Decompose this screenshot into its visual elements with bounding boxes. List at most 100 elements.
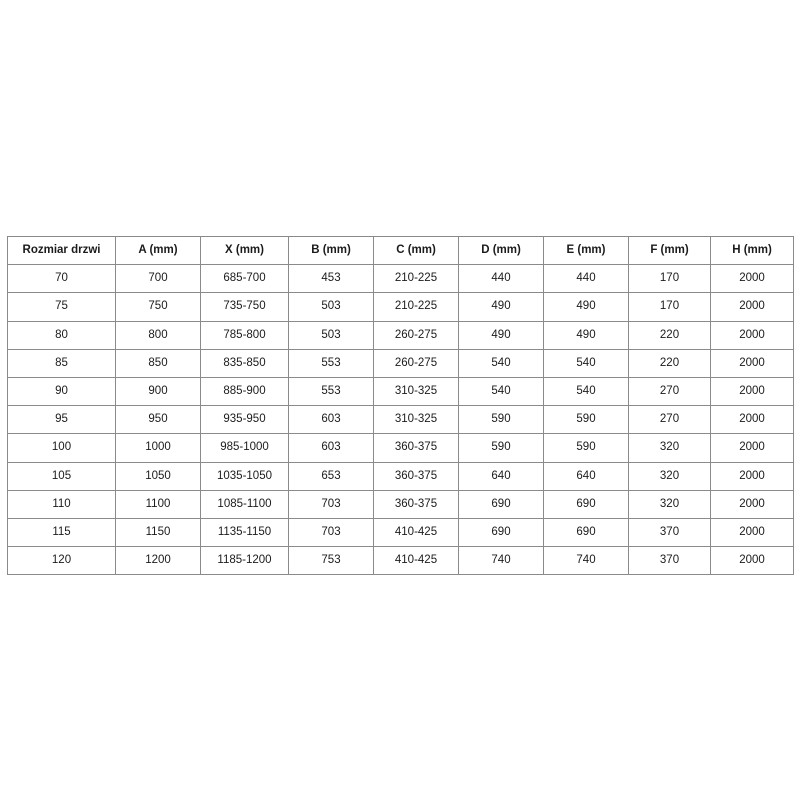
cell-a: 900 — [115, 377, 201, 407]
cell-b: 553 — [288, 348, 374, 379]
cell-a: 700 — [115, 264, 201, 294]
cell-e: 590 — [543, 405, 629, 435]
cell-h: 2000 — [710, 320, 794, 350]
cell-f: 320 — [628, 433, 711, 463]
cell-door-size: 110 — [7, 489, 116, 520]
cell-a: 800 — [115, 320, 201, 350]
table-row: 120 1200 1185-1200 753 410-425 740 740 3… — [7, 546, 794, 576]
cell-e: 490 — [543, 320, 629, 350]
cell-x: 685-700 — [200, 264, 289, 294]
cell-x: 835-850 — [200, 348, 289, 379]
cell-f: 270 — [628, 377, 711, 407]
cell-e: 490 — [543, 292, 629, 322]
column-header-c: C (mm) — [373, 235, 459, 266]
cell-x: 735-750 — [200, 292, 289, 322]
cell-d: 690 — [458, 518, 544, 548]
cell-b: 603 — [288, 433, 374, 463]
cell-h: 2000 — [710, 292, 794, 322]
cell-h: 2000 — [710, 433, 794, 463]
cell-h: 2000 — [710, 264, 794, 294]
cell-f: 170 — [628, 292, 711, 322]
cell-x: 885-900 — [200, 377, 289, 407]
cell-a: 1050 — [115, 461, 201, 491]
cell-door-size: 75 — [7, 292, 116, 322]
cell-e: 540 — [543, 348, 629, 379]
cell-h: 2000 — [710, 348, 794, 379]
cell-e: 540 — [543, 377, 629, 407]
cell-c: 260-275 — [373, 320, 459, 350]
cell-f: 370 — [628, 546, 711, 576]
cell-door-size: 90 — [7, 377, 116, 407]
cell-x: 785-800 — [200, 320, 289, 350]
cell-h: 2000 — [710, 377, 794, 407]
cell-f: 220 — [628, 320, 711, 350]
table-row: 100 1000 985-1000 603 360-375 590 590 32… — [7, 433, 794, 463]
cell-d: 490 — [458, 320, 544, 350]
table-row: 95 950 935-950 603 310-325 590 590 270 2… — [7, 405, 794, 435]
column-header-x: X (mm) — [200, 235, 289, 266]
cell-c: 260-275 — [373, 348, 459, 379]
table-header: Rozmiar drzwi A (mm) X (mm) B (mm) C (mm… — [7, 235, 794, 266]
cell-a: 850 — [115, 348, 201, 379]
cell-e: 690 — [543, 518, 629, 548]
cell-door-size: 115 — [7, 518, 116, 548]
door-size-specification-table: Rozmiar drzwi A (mm) X (mm) B (mm) C (mm… — [7, 235, 794, 576]
cell-c: 360-375 — [373, 489, 459, 520]
specification-table-container: Rozmiar drzwi A (mm) X (mm) B (mm) C (mm… — [7, 235, 794, 576]
cell-d: 590 — [458, 433, 544, 463]
cell-e: 440 — [543, 264, 629, 294]
cell-b: 553 — [288, 377, 374, 407]
cell-c: 410-425 — [373, 518, 459, 548]
cell-c: 210-225 — [373, 264, 459, 294]
cell-door-size: 95 — [7, 405, 116, 435]
cell-e: 640 — [543, 461, 629, 491]
cell-c: 410-425 — [373, 546, 459, 576]
cell-door-size: 70 — [7, 264, 116, 294]
cell-door-size: 105 — [7, 461, 116, 491]
column-header-d: D (mm) — [458, 235, 544, 266]
cell-x: 1085-1100 — [200, 489, 289, 520]
cell-h: 2000 — [710, 546, 794, 576]
cell-a: 1200 — [115, 546, 201, 576]
column-header-f: F (mm) — [628, 235, 711, 266]
cell-c: 310-325 — [373, 377, 459, 407]
cell-b: 503 — [288, 292, 374, 322]
cell-c: 360-375 — [373, 461, 459, 491]
cell-d: 690 — [458, 489, 544, 520]
cell-e: 590 — [543, 433, 629, 463]
table-row: 110 1100 1085-1100 703 360-375 690 690 3… — [7, 489, 794, 520]
cell-a: 1150 — [115, 518, 201, 548]
column-header-b: B (mm) — [288, 235, 374, 266]
cell-c: 210-225 — [373, 292, 459, 322]
table-row: 75 750 735-750 503 210-225 490 490 170 2… — [7, 292, 794, 322]
cell-door-size: 100 — [7, 433, 116, 463]
table-row: 115 1150 1135-1150 703 410-425 690 690 3… — [7, 518, 794, 548]
cell-door-size: 80 — [7, 320, 116, 350]
cell-h: 2000 — [710, 461, 794, 491]
cell-x: 985-1000 — [200, 433, 289, 463]
table-body: 70 700 685-700 453 210-225 440 440 170 2… — [7, 264, 794, 576]
cell-x: 1035-1050 — [200, 461, 289, 491]
cell-c: 360-375 — [373, 433, 459, 463]
cell-door-size: 120 — [7, 546, 116, 576]
cell-e: 740 — [543, 546, 629, 576]
cell-a: 1100 — [115, 489, 201, 520]
cell-f: 320 — [628, 461, 711, 491]
table-header-row: Rozmiar drzwi A (mm) X (mm) B (mm) C (mm… — [7, 235, 794, 266]
cell-d: 540 — [458, 348, 544, 379]
cell-f: 370 — [628, 518, 711, 548]
cell-d: 540 — [458, 377, 544, 407]
cell-d: 490 — [458, 292, 544, 322]
table-row: 105 1050 1035-1050 653 360-375 640 640 3… — [7, 461, 794, 491]
cell-e: 690 — [543, 489, 629, 520]
cell-a: 750 — [115, 292, 201, 322]
cell-h: 2000 — [710, 518, 794, 548]
cell-d: 590 — [458, 405, 544, 435]
cell-b: 753 — [288, 546, 374, 576]
cell-f: 170 — [628, 264, 711, 294]
cell-x: 1185-1200 — [200, 546, 289, 576]
table-row: 70 700 685-700 453 210-225 440 440 170 2… — [7, 264, 794, 294]
cell-d: 740 — [458, 546, 544, 576]
cell-a: 950 — [115, 405, 201, 435]
cell-x: 1135-1150 — [200, 518, 289, 548]
